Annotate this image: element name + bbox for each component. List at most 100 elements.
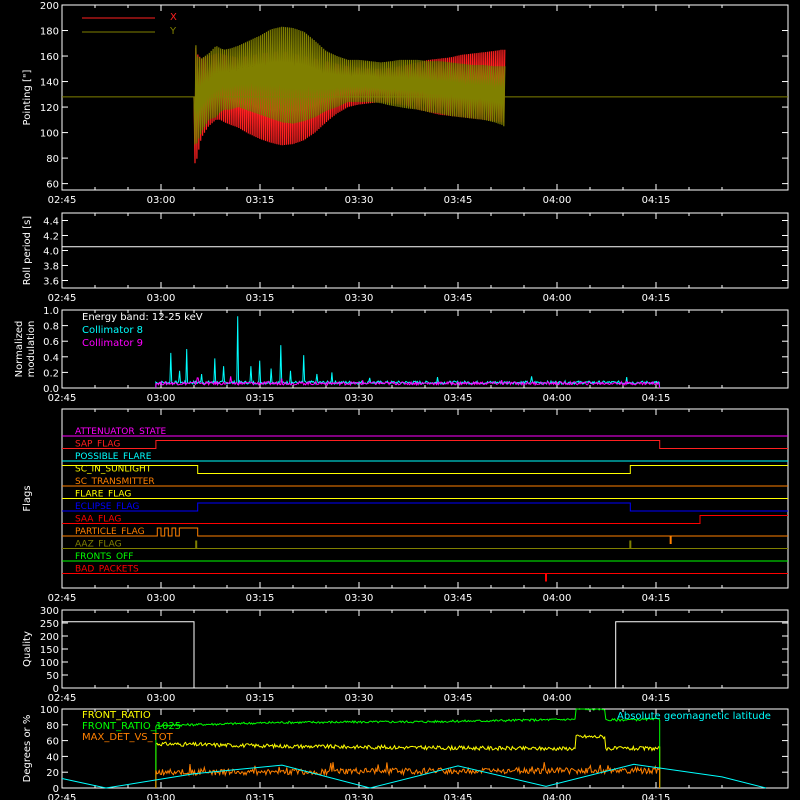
ratios-ytick-label: 80: [46, 721, 59, 732]
quality-xtick-label: 03:30: [345, 693, 374, 704]
pointing-panel: 02:45 03:00 03:15 03:30 03:45 04:00 04:15 60 80 1…: [22, 1, 789, 206]
ratios-xtick-label: 03:45: [444, 793, 473, 800]
flag-line-eclipse-flag: [62, 502, 788, 512]
ratios-xtick-label: 03:15: [246, 793, 275, 800]
modulation-xtick-label: 03:30: [345, 393, 374, 404]
quality-xtick-label: 03:15: [246, 693, 275, 704]
roll-ytick-label: 3.8: [43, 262, 59, 273]
quality-xtick-label: 02:45: [48, 693, 77, 704]
flag-label: AAZ_FLAG: [75, 540, 122, 550]
modulation-xtick-label: 02:45: [48, 393, 77, 404]
modulation-xtick-label: 04:15: [642, 393, 671, 404]
quality-ytick-label: 50: [46, 671, 59, 682]
flags-xtick-label: 04:00: [543, 593, 572, 604]
modulation-series-9: [155, 376, 661, 389]
pointing-xtick-label: 03:45: [444, 195, 473, 206]
flags-xtick-label: 04:15: [642, 593, 671, 604]
roll-ytick-label: 4.4: [43, 217, 59, 228]
ratios-panel: 02:45 03:00 03:15 03:30 03:45 04:00 04:15 0 20 40…: [22, 705, 789, 800]
pointing-xtick-label: 02:45: [48, 195, 77, 206]
pointing-xtick-label: 04:15: [642, 195, 671, 206]
ratios-xtick-label: 03:30: [345, 793, 374, 800]
flag-line-sc-in-sunlight: [62, 465, 788, 474]
ratios-legend-label: Absolute geomagnetic latitude: [617, 711, 771, 722]
modulation-panel: 02:45 03:00 03:15 03:30 03:45 04:00 04:15 0.0 0.…: [14, 306, 789, 404]
pointing-ytick-label: 100: [40, 129, 59, 140]
quality-ytick-label: 100: [40, 658, 59, 669]
quality-ylabel: Quality: [22, 631, 33, 667]
roll-xtick-label: 03:30: [345, 293, 374, 304]
roll-xtick-label: 03:15: [246, 293, 275, 304]
modulation-ytick-label: 0.4: [43, 353, 59, 364]
ratios-ytick-label: 40: [46, 752, 59, 763]
roll-panel: 02:45 03:00 03:15 03:30 03:45 04:00 04:15 3.6 3.…: [22, 212, 789, 304]
pointing-ytick-label: 200: [40, 1, 59, 12]
flag-label: FRONTS_OFF: [75, 552, 133, 562]
modulation-legend-label: Collimator 8: [82, 325, 143, 336]
ratios-ytick-label: 20: [46, 768, 59, 779]
pointing-xtick-label: 03:30: [345, 195, 374, 206]
flag-label: POSSIBLE_FLARE: [75, 452, 152, 462]
pointing-ylabel: Pointing ["]: [22, 69, 33, 125]
pointing-legend-label: Y: [169, 26, 177, 37]
modulation-ytick-label: 0.6: [43, 337, 59, 348]
quality-xtick-label: 04:00: [543, 693, 572, 704]
roll-xtick-label: 02:45: [48, 293, 77, 304]
pointing-ytick-label: 120: [40, 103, 59, 114]
modulation-ylabel: modulation: [26, 321, 37, 378]
flags-xtick-label: 03:45: [444, 593, 473, 604]
ratios-ytick-label: 60: [46, 737, 59, 748]
quality-xtick-label: 04:15: [642, 693, 671, 704]
quality-xtick-label: 03:45: [444, 693, 473, 704]
flags-ylabel: Flags: [22, 485, 33, 511]
ratios-ylabel: Degrees or %: [22, 715, 33, 783]
flag-label: PARTICLE_FLAG: [75, 527, 145, 537]
pointing-ytick-label: 160: [40, 52, 59, 63]
roll-ytick-label: 4.2: [43, 232, 59, 243]
ratios-legend-label: MAX_DET_VS_TOT: [82, 732, 174, 743]
modulation-series-8: [155, 316, 661, 389]
quality-ytick-label: 150: [40, 645, 59, 656]
ratios-series-max-det-vs-tot: [155, 762, 661, 789]
pointing-ytick-label: 140: [40, 78, 59, 89]
ratios-ytick-label: 0: [53, 784, 59, 795]
modulation-xtick-label: 03:45: [444, 393, 473, 404]
flag-line-saa-flag: [62, 515, 788, 524]
ratios-xtick-label: 02:45: [48, 793, 77, 800]
quality-ytick-label: 300: [40, 606, 59, 617]
modulation-legend-label: Collimator 9: [82, 338, 143, 349]
quality-ytick-label: 200: [40, 632, 59, 643]
flag-line-sap-flag: [62, 440, 788, 449]
modulation-ytick-label: 1.0: [43, 306, 59, 317]
pointing-ytick-label: 60: [46, 180, 59, 191]
pointing-series-y: [193, 26, 506, 145]
quality-series: [62, 621, 788, 689]
pointing-ytick-label: 80: [46, 154, 59, 165]
flag-label: ATTENUATOR_STATE: [75, 427, 167, 437]
quality-ytick-label: 0: [53, 684, 59, 695]
ratios-xtick-label: 03:00: [147, 793, 176, 800]
roll-frame: [61, 212, 789, 289]
ratios-legend-label: FRONT_RATIO_1025: [82, 721, 181, 732]
ratios-xtick-label: 04:15: [642, 793, 671, 800]
ratios-legend-label: FRONT_RATIO: [82, 710, 151, 721]
roll-ytick-label: 4.0: [43, 247, 59, 258]
quality-panel: 02:45 03:00 03:15 03:30 03:45 04:00 04:15 0 50 10…: [22, 606, 789, 704]
pointing-xtick-label: 03:00: [147, 195, 176, 206]
flag-label: SC_IN_SUNLIGHT: [75, 465, 152, 475]
modulation-annotation: Energy band: 12-25 keV: [82, 312, 203, 323]
flag-label: SAP_FLAG: [75, 440, 120, 450]
flags-xtick-label: 02:45: [48, 593, 77, 604]
flag-line-particle-flag: [62, 527, 788, 537]
roll-ytick-label: 3.6: [43, 277, 59, 288]
modulation-xtick-label: 03:00: [147, 393, 176, 404]
flag-label: SAA_FLAG: [75, 515, 121, 525]
modulation-xtick-label: 03:15: [246, 393, 275, 404]
flag-label: ECLIPSE_FLAG: [75, 502, 139, 512]
quality-ytick-label: 250: [40, 619, 59, 630]
pointing-xtick-label: 03:15: [246, 195, 275, 206]
ratios-ytick-label: 100: [40, 705, 59, 716]
pointing-xtick-label: 04:00: [543, 195, 572, 206]
roll-xtick-label: 03:45: [444, 293, 473, 304]
quality-xtick-label: 03:00: [147, 693, 176, 704]
